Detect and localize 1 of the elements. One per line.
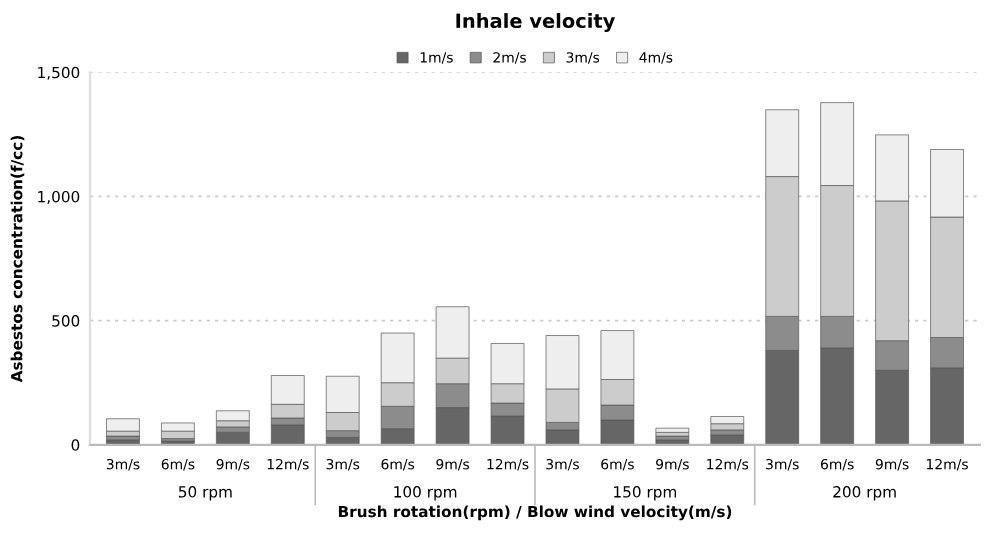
chart-title: Inhale velocity	[456, 13, 615, 33]
